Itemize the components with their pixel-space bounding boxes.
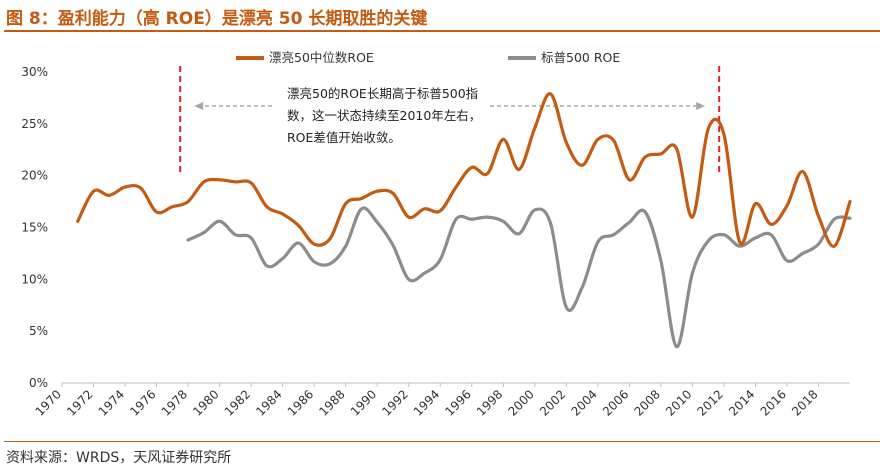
chart-series: [76, 92, 852, 349]
x-tick-label: 1998: [474, 387, 505, 418]
arrowhead-right: [696, 102, 706, 110]
y-tick-label: 15%: [21, 221, 48, 235]
x-tick-label: 1992: [379, 387, 410, 418]
y-tick-label: 5%: [29, 324, 48, 338]
x-tick-label: 1974: [96, 387, 127, 418]
annotation-line-1: 漂亮50的ROE长期高于标普500指: [287, 86, 478, 101]
y-tick-label: 25%: [21, 117, 48, 131]
y-tick-label: 30%: [21, 65, 48, 79]
legend-label-sp500: 标普500 ROE: [541, 50, 620, 65]
x-tick-label: 1986: [285, 387, 316, 418]
x-tick-label: 1970: [33, 387, 64, 418]
x-tick-label: 1990: [348, 387, 379, 418]
x-tick-label: 2006: [600, 387, 631, 418]
arrowhead-left: [194, 102, 204, 110]
chart-legend: 漂亮50中位数ROE 标普500 ROE: [236, 50, 620, 65]
y-tick-label: 20%: [21, 169, 48, 183]
roe-line-chart: 0%5%10%15%20%25%30%1970 1972 1974 1976 1978 1…: [21, 50, 852, 419]
x-tick-label: 1994: [411, 387, 442, 418]
legend-label-pretty50: 漂亮50中位数ROE: [269, 50, 374, 65]
x-tick-label: 2012: [695, 387, 726, 418]
x-tick-label: 2004: [568, 387, 599, 418]
x-tick-label: 1988: [316, 387, 347, 418]
annotation-arrows: [194, 102, 706, 110]
x-tick-label: 1980: [190, 387, 221, 418]
x-tick-label: 1976: [127, 387, 158, 418]
annotation-line-3: ROE差值开始收敛。: [287, 130, 401, 145]
source-note: 资料来源：WRDS，天风证券研究所: [6, 450, 232, 466]
chart-annotation: 漂亮50的ROE长期高于标普500指 数，这一状态持续至2010年左右， ROE…: [287, 86, 481, 145]
figure-title: 图 8：盈利能力（高 ROE）是漂亮 50 长期取胜的关键: [6, 9, 428, 29]
y-tick-label: 0%: [29, 376, 48, 390]
x-tick-label: 2000: [505, 387, 536, 418]
x-tick-label: 2010: [663, 387, 694, 418]
x-tick-label: 1978: [159, 387, 190, 418]
y-tick-label: 10%: [21, 272, 48, 286]
x-tick-label: 2018: [789, 387, 820, 418]
x-tick-label: 1972: [64, 387, 95, 418]
footer-divider: [4, 441, 880, 442]
x-tick-label: 1996: [442, 387, 473, 418]
series-line-sp500-roe: [186, 206, 852, 349]
period-markers: [179, 66, 721, 172]
x-tick-label: 1984: [253, 387, 284, 418]
title-divider: [4, 30, 880, 32]
x-tick-label: 2002: [537, 387, 568, 418]
annotation-line-2: 数，这一状态持续至2010年左右，: [287, 108, 481, 123]
x-tick-label: 2008: [632, 387, 663, 418]
series-line-pretty50-roe: [76, 92, 852, 248]
x-tick-label: 1982: [222, 387, 253, 418]
x-tick-label: 2014: [726, 387, 757, 418]
x-tick-label: 2016: [758, 387, 789, 418]
